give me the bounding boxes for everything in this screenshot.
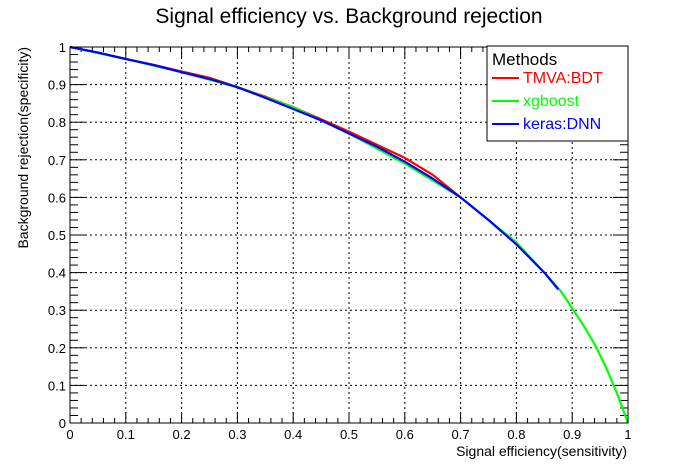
y-tick-label: 1 <box>59 40 66 55</box>
y-tick-label: 0.4 <box>48 266 66 281</box>
axis-tick-labels: 00 0.1 0.1 0.2 0.2 0.3 0.3 0.4 0.4 0.5 0.5 0.6 0.6 0.… <box>48 40 632 442</box>
y-tick-label: 0 <box>59 416 66 431</box>
legend-label: TMVA:BDT <box>523 70 603 87</box>
legend-header: Methods <box>492 50 557 69</box>
y-tick-label: 0.5 <box>48 228 66 243</box>
x-axis-title: Signal efficiency(sensitivity) <box>456 443 627 459</box>
legend-label: keras:DNN <box>523 116 601 133</box>
y-tick-label: 0.8 <box>48 115 66 130</box>
y-tick-label: 0.6 <box>48 190 66 205</box>
series-layer <box>69 45 630 424</box>
y-axis-title: Background rejection(specificity) <box>15 47 31 249</box>
y-tick-label: 0.7 <box>48 153 66 168</box>
x-tick-label: 0.5 <box>340 427 358 442</box>
y-tick-label: 0.2 <box>48 341 66 356</box>
series-line-2 <box>69 45 560 291</box>
x-tick-label: 0.2 <box>173 427 191 442</box>
y-tick-label: 0.1 <box>48 378 66 393</box>
legend-label: xgboost <box>523 93 580 110</box>
y-tick-label: 0.3 <box>48 303 66 318</box>
legend-box <box>486 45 629 142</box>
x-tick-label: 0.9 <box>563 427 581 442</box>
x-tick-label: 0.7 <box>452 427 470 442</box>
x-tick-label: 0.4 <box>284 427 302 442</box>
x-tick-label: 0 <box>66 427 73 442</box>
chart-title: Signal efficiency vs. Background rejecti… <box>155 5 542 28</box>
legend: Methods TMVA:BDT xgboost keras:DNN <box>486 45 629 142</box>
x-tick-label: 0.3 <box>228 427 246 442</box>
x-tick-label: 0.8 <box>507 427 525 442</box>
legend-items: TMVA:BDT xgboost keras:DNN <box>492 70 603 133</box>
x-tick-label: 1 <box>624 427 631 442</box>
x-tick-label: 0.6 <box>396 427 414 442</box>
y-tick-label: 0.9 <box>48 78 66 93</box>
plot-frame <box>69 46 629 424</box>
x-tick-label: 0.1 <box>117 427 135 442</box>
